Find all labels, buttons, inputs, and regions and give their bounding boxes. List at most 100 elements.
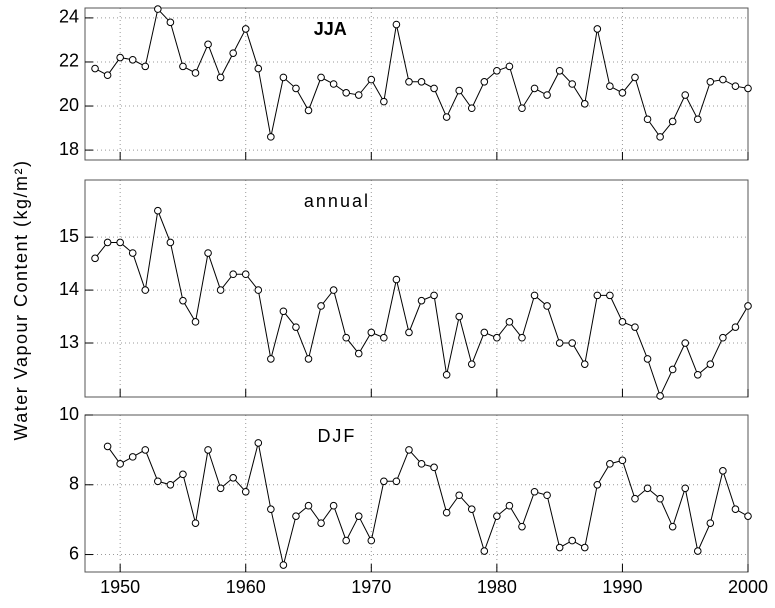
data-point xyxy=(380,477,388,486)
data-point xyxy=(103,238,112,247)
data-point xyxy=(643,355,652,363)
data-point xyxy=(480,77,489,86)
data-point xyxy=(292,323,300,331)
data-point xyxy=(518,333,526,342)
data-point xyxy=(116,238,124,247)
data-point xyxy=(480,328,489,337)
data-point xyxy=(166,480,175,489)
data-point xyxy=(380,333,388,342)
data-point xyxy=(367,75,376,84)
data-point xyxy=(643,484,652,493)
x-tick-label: 2000 xyxy=(728,577,768,597)
data-point xyxy=(392,477,401,486)
x-tick-label: 1950 xyxy=(100,577,140,597)
data-point xyxy=(254,286,263,294)
data-point xyxy=(241,487,250,496)
data-point xyxy=(179,296,187,305)
data-point xyxy=(179,470,187,479)
data-point xyxy=(179,62,187,71)
data-point xyxy=(656,133,664,141)
data-point xyxy=(267,505,275,514)
data-point xyxy=(455,86,463,95)
data-point xyxy=(204,249,212,257)
data-point xyxy=(329,80,338,88)
data-point xyxy=(493,512,501,520)
data-point xyxy=(103,71,112,79)
data-point xyxy=(568,80,577,88)
data-point xyxy=(668,522,677,531)
data-point xyxy=(580,360,589,368)
data-point xyxy=(204,446,212,454)
data-point xyxy=(367,536,376,545)
data-point xyxy=(141,286,150,294)
data-point xyxy=(128,55,137,64)
y-tick-label: 15 xyxy=(59,226,79,246)
data-point xyxy=(191,318,200,326)
data-point xyxy=(668,365,677,374)
data-point xyxy=(505,318,514,326)
data-point xyxy=(568,536,577,545)
data-point xyxy=(681,484,690,493)
data-point xyxy=(631,494,639,503)
data-point xyxy=(229,49,237,57)
data-point xyxy=(706,519,715,527)
data-point xyxy=(116,460,124,468)
data-point xyxy=(405,77,413,86)
plot-frame xyxy=(84,7,749,161)
data-point xyxy=(505,501,514,510)
data-point xyxy=(518,104,526,113)
data-point xyxy=(442,370,451,379)
data-point xyxy=(580,543,589,552)
data-point xyxy=(455,491,463,500)
data-point xyxy=(342,89,350,97)
data-point xyxy=(279,73,288,82)
data-point xyxy=(693,370,702,379)
data-point xyxy=(342,333,350,342)
y-tick-label: 14 xyxy=(59,279,79,299)
data-point xyxy=(229,270,237,279)
data-point xyxy=(493,66,501,75)
data-point xyxy=(455,312,463,321)
data-point xyxy=(744,302,752,310)
data-point xyxy=(405,328,413,337)
y-tick-label: 24 xyxy=(59,7,79,27)
data-point xyxy=(744,512,752,520)
data-point xyxy=(141,62,150,71)
y-tick-label: 18 xyxy=(59,139,79,159)
data-point xyxy=(317,302,325,310)
data-point xyxy=(719,467,727,475)
data-point xyxy=(216,73,225,82)
data-point xyxy=(681,339,690,347)
data-point xyxy=(656,494,664,503)
data-point xyxy=(593,25,602,33)
y-tick-label: 6 xyxy=(69,543,79,563)
data-point xyxy=(706,77,715,86)
data-point xyxy=(593,291,602,300)
data-point xyxy=(304,501,313,510)
data-point xyxy=(191,519,200,527)
data-point xyxy=(580,100,589,108)
panel-label: annual xyxy=(304,191,370,211)
data-point xyxy=(166,238,175,247)
data-point xyxy=(254,64,263,73)
data-point xyxy=(530,291,539,300)
data-point xyxy=(693,547,702,555)
data-point xyxy=(480,547,489,555)
data-point xyxy=(706,360,715,368)
data-point xyxy=(442,508,451,517)
data-point xyxy=(241,25,250,33)
data-point xyxy=(380,97,388,106)
data-point xyxy=(116,53,124,62)
data-point xyxy=(229,474,237,482)
data-point xyxy=(267,355,275,363)
data-point xyxy=(128,249,137,257)
plot-frame xyxy=(84,179,749,398)
data-point xyxy=(530,487,539,496)
data-point xyxy=(530,84,539,93)
data-point xyxy=(405,446,413,454)
data-point xyxy=(141,446,150,454)
data-point xyxy=(719,75,727,84)
x-tick-label: 1990 xyxy=(602,577,642,597)
data-point xyxy=(103,442,112,451)
y-tick-label: 13 xyxy=(59,332,79,352)
